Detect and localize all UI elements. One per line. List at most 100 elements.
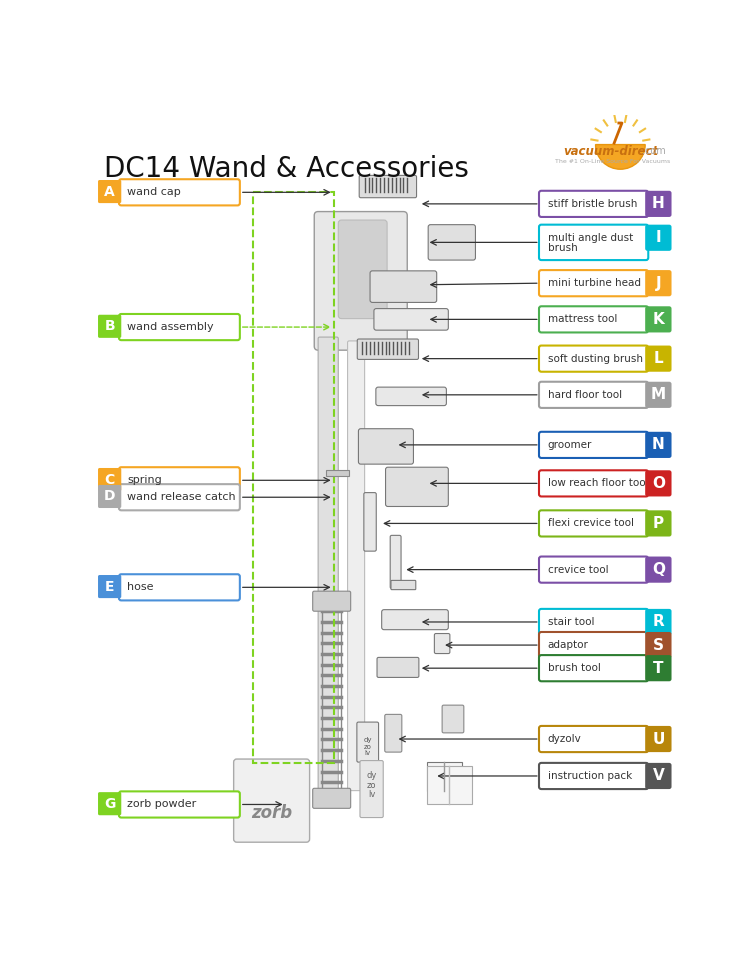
Text: C: C bbox=[105, 473, 115, 486]
Text: wand cap: wand cap bbox=[128, 187, 182, 197]
FancyBboxPatch shape bbox=[645, 510, 672, 536]
Text: groomer: groomer bbox=[548, 440, 592, 450]
FancyBboxPatch shape bbox=[442, 705, 464, 733]
FancyBboxPatch shape bbox=[359, 175, 417, 198]
Text: spring: spring bbox=[128, 476, 162, 485]
FancyBboxPatch shape bbox=[645, 632, 672, 658]
FancyBboxPatch shape bbox=[539, 307, 648, 333]
FancyBboxPatch shape bbox=[539, 632, 648, 658]
FancyBboxPatch shape bbox=[645, 609, 672, 635]
FancyBboxPatch shape bbox=[318, 337, 338, 802]
Text: I: I bbox=[656, 231, 661, 245]
FancyBboxPatch shape bbox=[539, 726, 648, 752]
Text: A: A bbox=[105, 185, 115, 199]
Text: J: J bbox=[656, 276, 661, 290]
FancyBboxPatch shape bbox=[645, 225, 672, 251]
FancyBboxPatch shape bbox=[98, 468, 121, 491]
Text: V: V bbox=[652, 769, 664, 783]
FancyBboxPatch shape bbox=[539, 609, 648, 635]
FancyBboxPatch shape bbox=[645, 270, 672, 296]
FancyBboxPatch shape bbox=[360, 760, 383, 818]
Text: M: M bbox=[651, 387, 666, 403]
Text: B: B bbox=[105, 319, 115, 333]
Text: crevice tool: crevice tool bbox=[548, 565, 608, 575]
FancyBboxPatch shape bbox=[427, 762, 462, 791]
FancyBboxPatch shape bbox=[539, 191, 648, 217]
FancyBboxPatch shape bbox=[370, 271, 437, 303]
FancyBboxPatch shape bbox=[338, 220, 387, 319]
FancyBboxPatch shape bbox=[359, 429, 413, 464]
FancyBboxPatch shape bbox=[645, 431, 672, 458]
FancyBboxPatch shape bbox=[539, 470, 648, 497]
FancyBboxPatch shape bbox=[377, 657, 419, 678]
FancyBboxPatch shape bbox=[645, 763, 672, 789]
FancyBboxPatch shape bbox=[98, 792, 121, 815]
Text: N: N bbox=[652, 437, 665, 453]
FancyBboxPatch shape bbox=[313, 591, 350, 611]
FancyBboxPatch shape bbox=[385, 714, 402, 752]
FancyBboxPatch shape bbox=[382, 609, 448, 629]
Text: E: E bbox=[105, 579, 114, 594]
Text: R: R bbox=[652, 614, 664, 629]
Text: dy
zo
lv: dy zo lv bbox=[367, 771, 376, 800]
Text: mini turbine head: mini turbine head bbox=[548, 278, 640, 288]
Text: wand assembly: wand assembly bbox=[128, 322, 214, 333]
Text: L: L bbox=[654, 351, 663, 366]
FancyBboxPatch shape bbox=[119, 484, 240, 510]
FancyBboxPatch shape bbox=[539, 556, 648, 582]
FancyBboxPatch shape bbox=[98, 315, 121, 338]
FancyBboxPatch shape bbox=[357, 339, 418, 359]
FancyBboxPatch shape bbox=[428, 225, 475, 260]
FancyBboxPatch shape bbox=[119, 314, 240, 340]
Wedge shape bbox=[595, 144, 645, 169]
Text: multi angle dust: multi angle dust bbox=[548, 233, 633, 243]
Text: soft dusting brush: soft dusting brush bbox=[548, 354, 642, 363]
FancyBboxPatch shape bbox=[390, 535, 401, 588]
FancyBboxPatch shape bbox=[98, 180, 121, 203]
FancyBboxPatch shape bbox=[645, 726, 672, 752]
FancyBboxPatch shape bbox=[119, 575, 240, 601]
Text: adaptor: adaptor bbox=[548, 640, 589, 650]
FancyBboxPatch shape bbox=[119, 180, 240, 206]
Text: zorb: zorb bbox=[251, 804, 292, 823]
Text: dy
zo
lv: dy zo lv bbox=[364, 737, 372, 756]
FancyBboxPatch shape bbox=[645, 191, 672, 217]
Text: hard floor tool: hard floor tool bbox=[548, 390, 622, 400]
Text: O: O bbox=[652, 476, 665, 491]
Text: S: S bbox=[653, 637, 664, 653]
FancyBboxPatch shape bbox=[119, 791, 240, 818]
FancyBboxPatch shape bbox=[347, 341, 365, 791]
FancyBboxPatch shape bbox=[427, 766, 471, 804]
FancyBboxPatch shape bbox=[364, 493, 376, 552]
FancyBboxPatch shape bbox=[374, 308, 448, 331]
FancyBboxPatch shape bbox=[385, 467, 448, 506]
FancyBboxPatch shape bbox=[234, 759, 309, 842]
FancyBboxPatch shape bbox=[434, 633, 450, 653]
Text: brush: brush bbox=[548, 243, 577, 253]
Text: hose: hose bbox=[128, 582, 154, 592]
FancyBboxPatch shape bbox=[645, 382, 672, 407]
FancyBboxPatch shape bbox=[645, 655, 672, 681]
FancyBboxPatch shape bbox=[539, 431, 648, 458]
FancyBboxPatch shape bbox=[391, 580, 416, 590]
Text: U: U bbox=[652, 731, 665, 747]
Text: dyzolv: dyzolv bbox=[548, 734, 581, 744]
Text: zorb powder: zorb powder bbox=[128, 800, 196, 809]
Text: .com: .com bbox=[642, 146, 666, 156]
Text: D: D bbox=[104, 489, 115, 504]
Text: P: P bbox=[653, 516, 664, 530]
FancyBboxPatch shape bbox=[645, 307, 672, 333]
FancyBboxPatch shape bbox=[539, 270, 648, 296]
FancyBboxPatch shape bbox=[645, 470, 672, 497]
FancyBboxPatch shape bbox=[314, 211, 407, 350]
FancyBboxPatch shape bbox=[119, 467, 240, 493]
FancyBboxPatch shape bbox=[376, 387, 447, 406]
FancyBboxPatch shape bbox=[645, 346, 672, 372]
FancyBboxPatch shape bbox=[539, 346, 648, 372]
Text: mattress tool: mattress tool bbox=[548, 314, 617, 325]
Text: DC14 Wand & Accessories: DC14 Wand & Accessories bbox=[105, 156, 469, 184]
FancyBboxPatch shape bbox=[539, 655, 648, 681]
Text: Q: Q bbox=[652, 562, 665, 578]
FancyBboxPatch shape bbox=[645, 556, 672, 582]
Text: vacuum-direct: vacuum-direct bbox=[563, 145, 659, 159]
